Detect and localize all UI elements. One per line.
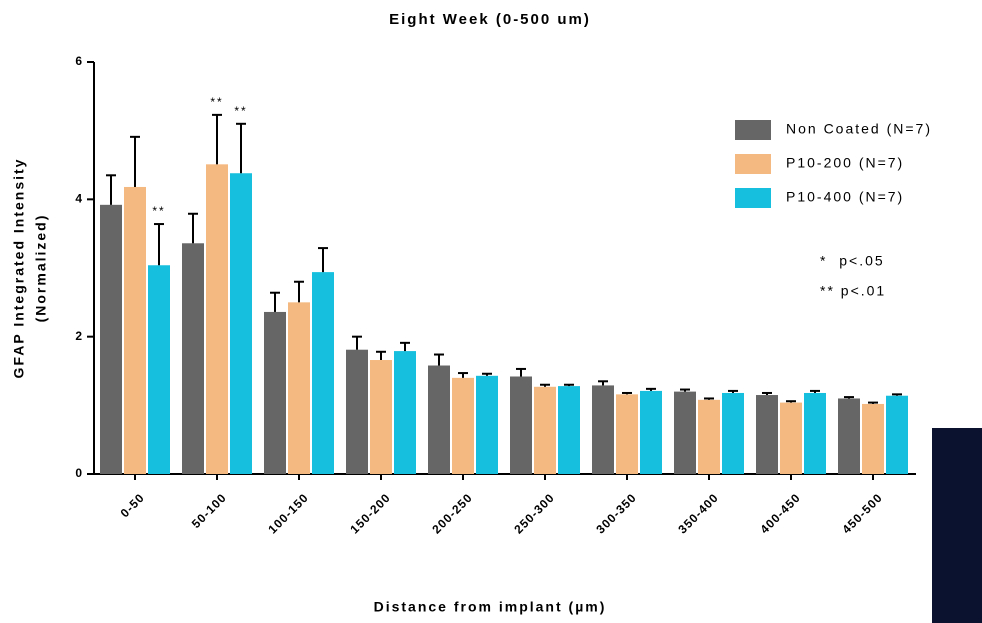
bar: [394, 351, 416, 474]
y-tick-label: 2: [75, 329, 82, 343]
y-tick-label: 4: [75, 192, 82, 206]
x-tick-label: 250-300: [511, 490, 557, 536]
bar: [722, 393, 744, 474]
bar: [346, 350, 368, 474]
legend-swatch: [735, 120, 771, 140]
note: ** p<.01: [820, 283, 886, 299]
bar: [124, 187, 146, 474]
significance-marker: **: [152, 204, 165, 218]
x-axis-title: Distance from implant (µm): [374, 599, 607, 615]
x-tick-label: 400-450: [757, 490, 803, 536]
significance-marker: **: [234, 104, 247, 118]
bar: [534, 387, 556, 474]
note: * p<.05: [820, 253, 885, 269]
x-tick-label: 200-250: [429, 490, 475, 536]
bar: [100, 205, 122, 474]
bar: [264, 312, 286, 474]
bar: [510, 376, 532, 474]
bar: [616, 394, 638, 474]
legend-label: P10-400 (N=7): [786, 189, 904, 205]
x-tick-label: 350-400: [675, 490, 721, 536]
chart-title: Eight Week (0-500 um): [389, 11, 591, 28]
bar: [206, 164, 228, 474]
bar: [640, 391, 662, 474]
bar: [312, 272, 334, 474]
bar: [804, 393, 826, 474]
legend-swatch: [735, 188, 771, 208]
bar: [698, 400, 720, 474]
bar: [370, 360, 392, 474]
bar: [838, 398, 860, 474]
bar: [428, 366, 450, 474]
significance-marker: **: [210, 95, 223, 109]
bar: [780, 403, 802, 474]
x-tick-label: 150-200: [347, 490, 393, 536]
legend-label: P10-200 (N=7): [786, 155, 904, 171]
y-axis-title: GFAP Integrated Intensity: [11, 158, 27, 379]
bar: [756, 395, 778, 474]
x-tick-label: 450-500: [839, 490, 885, 536]
bar: [674, 392, 696, 474]
y-tick-label: 6: [75, 54, 82, 68]
bar: [182, 243, 204, 474]
bar: [558, 386, 580, 474]
x-tick-label: 0-50: [118, 490, 148, 520]
bar: [886, 396, 908, 474]
bar: [862, 404, 884, 474]
legend-swatch: [735, 154, 771, 174]
legend-label: Non Coated (N=7): [786, 121, 932, 137]
chart: Eight Week (0-500 um) Distance from impl…: [0, 0, 982, 623]
bar: [148, 265, 170, 474]
y-tick-label: 0: [75, 466, 82, 480]
bar: [230, 173, 252, 474]
bar: [476, 376, 498, 474]
y-axis-title: (Normalized): [33, 214, 49, 323]
x-tick-label: 100-150: [265, 490, 311, 536]
bar: [452, 378, 474, 474]
bar: [592, 385, 614, 474]
image-fragment: [932, 428, 982, 623]
x-tick-label: 300-350: [593, 490, 639, 536]
x-tick-label: 50-100: [189, 490, 230, 531]
bar: [288, 302, 310, 474]
